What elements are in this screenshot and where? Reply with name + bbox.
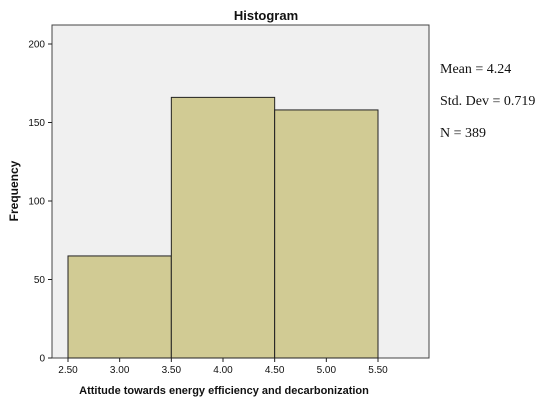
x-axis: 2.50 3.00 3.50 4.00 4.50 5.00 5.50 (58, 358, 388, 376)
x-tick-label: 3.50 (162, 365, 182, 376)
x-tick-label: 5.50 (368, 365, 388, 376)
y-axis: 0 50 100 150 200 (28, 40, 52, 365)
bars-group (67, 96, 379, 359)
x-tick-label: 2.50 (58, 365, 78, 376)
mean-stat: Mean = 4.24 (440, 62, 512, 77)
histogram-bar (67, 255, 172, 359)
x-tick-label: 4.50 (265, 365, 285, 376)
y-tick-label: 200 (28, 40, 45, 51)
y-tick-label: 0 (39, 354, 45, 365)
y-tick-label: 150 (28, 118, 45, 129)
x-axis-label: Attitude towards energy efficiency and d… (79, 385, 369, 397)
x-tick-label: 4.00 (213, 365, 233, 376)
y-axis-label: Frequency (7, 160, 21, 221)
stats-panel: Mean = 4.24 Std. Dev = 0.719 N = 389 (440, 60, 548, 156)
x-tick-label: 5.00 (317, 365, 337, 376)
histogram-bar (170, 96, 276, 359)
n-stat: N = 389 (440, 126, 487, 141)
y-tick-label: 50 (34, 275, 46, 286)
x-tick-label: 3.00 (110, 365, 130, 376)
histogram-bar (274, 109, 379, 359)
y-tick-label: 100 (28, 197, 45, 208)
chart-title: Histogram (234, 8, 298, 23)
std-dev-stat: Std. Dev = 0.719 (440, 94, 536, 109)
